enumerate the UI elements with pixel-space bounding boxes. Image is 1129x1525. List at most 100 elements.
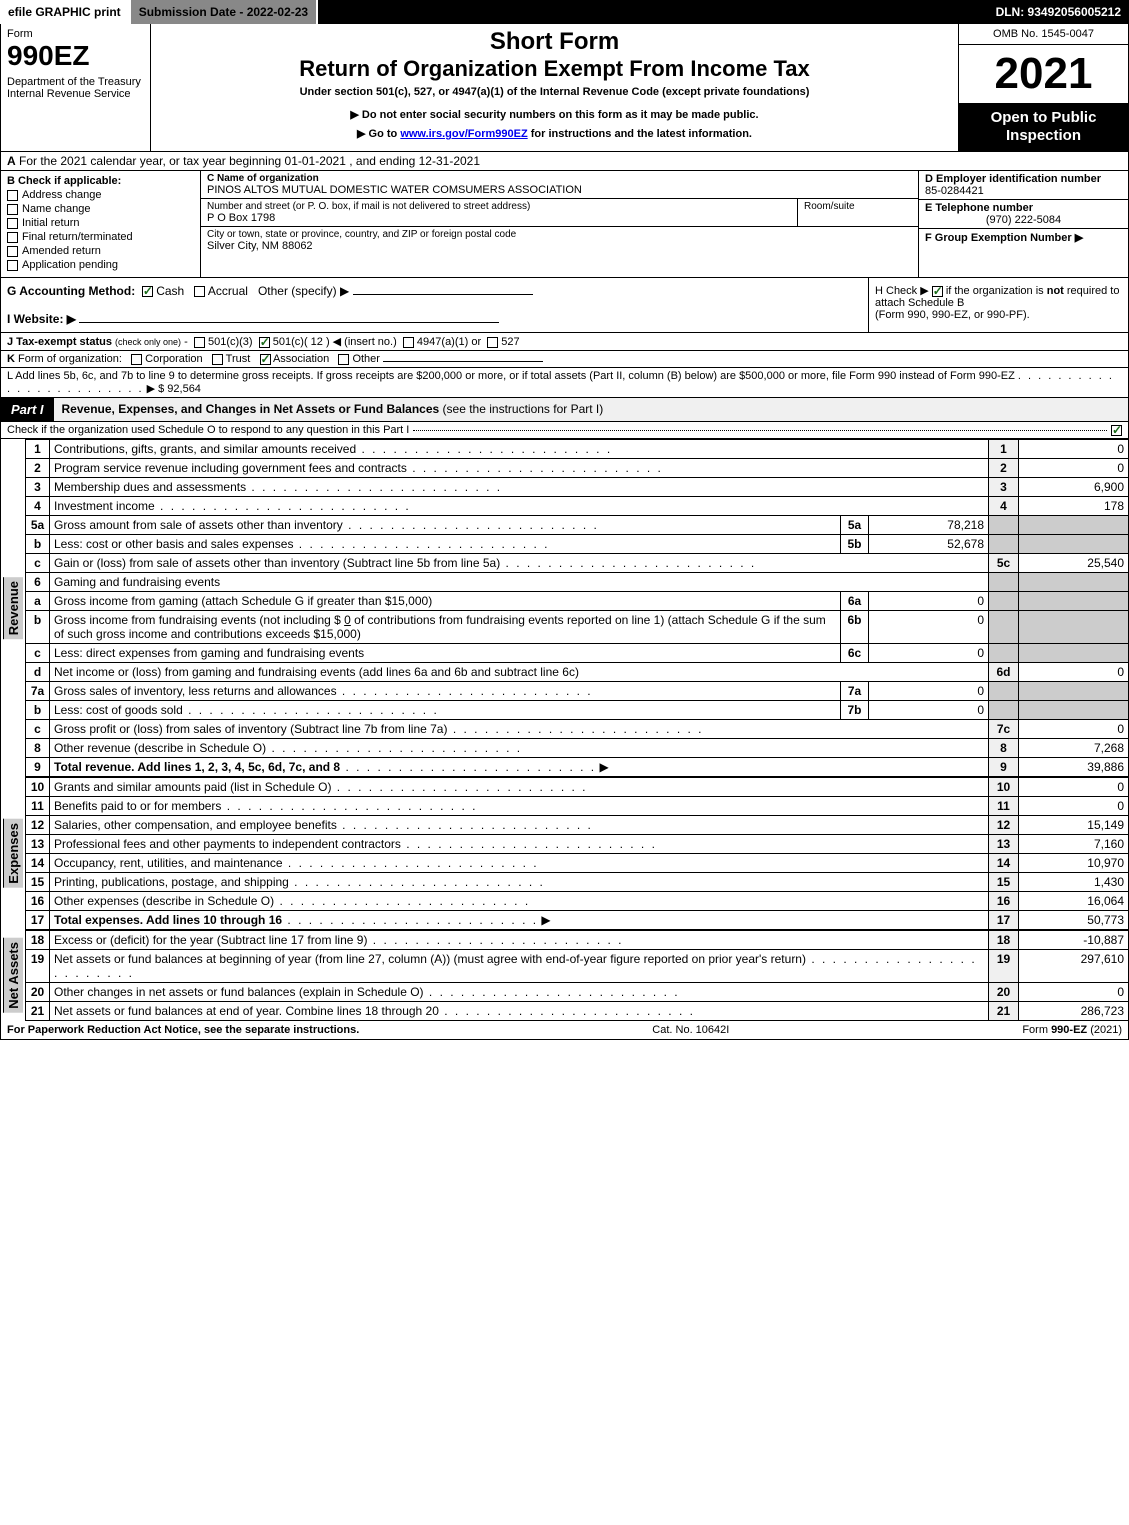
line-6c: cLess: direct expenses from gaming and f… xyxy=(26,644,1129,663)
line-desc: Salaries, other compensation, and employ… xyxy=(54,818,337,832)
chk-label: Final return/terminated xyxy=(22,231,133,243)
dots-icon xyxy=(401,837,657,851)
line-value: 0 xyxy=(1019,663,1129,682)
line-num: 17 xyxy=(26,911,50,930)
part-i-checkbox-icon[interactable] xyxy=(1111,425,1122,436)
chk-address-change[interactable]: Address change xyxy=(7,189,194,201)
line-rlabel: 5c xyxy=(989,554,1019,573)
line-value: 0 xyxy=(1019,778,1129,797)
line-desc: Net assets or fund balances at beginning… xyxy=(54,952,806,966)
chk-initial-return[interactable]: Initial return xyxy=(7,217,194,229)
chk-501c3-icon[interactable] xyxy=(194,337,205,348)
chk-corp-icon[interactable] xyxy=(131,354,142,365)
col-g: G Accounting Method: Cash Accrual Other … xyxy=(1,278,868,332)
ein-block: D Employer identification number 85-0284… xyxy=(919,171,1128,200)
chk-amended-return[interactable]: Amended return xyxy=(7,245,194,257)
dots-icon xyxy=(439,1004,695,1018)
line-num: 7a xyxy=(26,682,50,701)
mid-label: 7a xyxy=(841,682,869,701)
checkbox-icon[interactable] xyxy=(7,232,18,243)
line-desc: Investment income xyxy=(54,499,155,513)
shade-cell xyxy=(1019,611,1129,644)
mid-value: 0 xyxy=(869,682,989,701)
other-specify-input[interactable] xyxy=(353,294,533,295)
chk-application-pending[interactable]: Application pending xyxy=(7,259,194,271)
cash-label: Cash xyxy=(156,284,184,298)
chk-501c-icon[interactable] xyxy=(259,337,270,348)
col-def: D Employer identification number 85-0284… xyxy=(918,171,1128,277)
line-num: 2 xyxy=(26,459,50,478)
dots-icon xyxy=(500,556,756,570)
checkbox-icon[interactable] xyxy=(7,190,18,201)
chk-527-icon[interactable] xyxy=(487,337,498,348)
dots-icon xyxy=(356,442,612,456)
chk-other-icon[interactable] xyxy=(338,354,349,365)
checkbox-h-icon[interactable] xyxy=(932,286,943,297)
dots-icon xyxy=(424,985,680,999)
line-21: 21Net assets or fund balances at end of … xyxy=(26,1002,1129,1021)
accrual-label: Accrual xyxy=(208,284,248,298)
efile-print[interactable]: efile GRAPHIC print xyxy=(0,0,131,24)
dots-icon xyxy=(289,875,545,889)
addr-street: P O Box 1798 xyxy=(207,212,791,224)
line-num: a xyxy=(26,592,50,611)
line-value: 6,900 xyxy=(1019,478,1129,497)
dots-icon xyxy=(447,722,703,736)
footer-right-pre: Form xyxy=(1022,1024,1051,1036)
phone-label: E Telephone number xyxy=(925,202,1122,214)
line-7a: 7a Gross sales of inventory, less returns… xyxy=(26,682,1129,701)
line-14: 14 Occupancy, rent, utilities, and mainte… xyxy=(26,854,1129,873)
line-num: 8 xyxy=(26,739,50,758)
line-rlabel: 21 xyxy=(989,1002,1019,1021)
addr-city-block: City or town, state or province, country… xyxy=(201,227,918,254)
shade-cell xyxy=(989,535,1019,554)
dots-icon xyxy=(221,799,477,813)
shade-cell xyxy=(1019,535,1129,554)
line-12: 12Salaries, other compensation, and empl… xyxy=(26,816,1129,835)
line-num: 21 xyxy=(26,1002,50,1021)
dots-icon xyxy=(274,894,530,908)
chk-name-change[interactable]: Name change xyxy=(7,203,194,215)
chk-4947-icon[interactable] xyxy=(403,337,414,348)
line-num: 14 xyxy=(26,854,50,873)
line-num: 20 xyxy=(26,983,50,1002)
line-rlabel: 20 xyxy=(989,983,1019,1002)
line-desc: Occupancy, rent, utilities, and maintena… xyxy=(54,856,283,870)
chk-final-return[interactable]: Final return/terminated xyxy=(7,231,194,243)
chk-assoc-icon[interactable] xyxy=(260,354,271,365)
footer-right-form: 990-EZ xyxy=(1051,1024,1087,1036)
goto-link[interactable]: www.irs.gov/Form990EZ xyxy=(400,128,527,140)
mid-label: 7b xyxy=(841,701,869,720)
line-desc: Gross sales of inventory, less returns a… xyxy=(54,684,337,698)
checkbox-icon[interactable] xyxy=(7,260,18,271)
line-17: 17Total expenses. Add lines 10 through 1… xyxy=(26,911,1129,930)
line-num: b xyxy=(26,611,50,644)
checkbox-accrual-icon[interactable] xyxy=(194,286,205,297)
line-15: 15Printing, publications, postage, and s… xyxy=(26,873,1129,892)
line-1: 1Contributions, gifts, grants, and simil… xyxy=(26,440,1129,459)
dots-icon xyxy=(282,913,538,927)
line-rlabel: 14 xyxy=(989,854,1019,873)
checkbox-cash-icon[interactable] xyxy=(142,286,153,297)
line-rlabel: 13 xyxy=(989,835,1019,854)
submission-date: Submission Date - 2022-02-23 xyxy=(131,0,318,24)
line-5b: bLess: cost or other basis and sales exp… xyxy=(26,535,1129,554)
line-value: 0 xyxy=(1019,720,1129,739)
row-k: K Form of organization: Corporation Trus… xyxy=(0,351,1129,368)
goto-pre: ▶ Go to xyxy=(357,128,400,140)
line-value: 7,160 xyxy=(1019,835,1129,854)
group-exempt-label: F Group Exemption Number ▶ xyxy=(925,232,1083,244)
header-center: Short Form Return of Organization Exempt… xyxy=(151,24,958,151)
line-13: 13Professional fees and other payments t… xyxy=(26,835,1129,854)
other-org-input[interactable] xyxy=(383,361,543,362)
chk-trust-icon[interactable] xyxy=(212,354,223,365)
checkbox-icon[interactable] xyxy=(7,218,18,229)
line-2: 2Program service revenue including gover… xyxy=(26,459,1129,478)
checkbox-icon[interactable] xyxy=(7,204,18,215)
addr-city-label: City or town, state or province, country… xyxy=(207,229,912,240)
line-desc: Gross amount from sale of assets other t… xyxy=(54,518,343,532)
shade-cell xyxy=(989,611,1019,644)
website-input[interactable] xyxy=(79,322,499,323)
open-to-public: Open to Public Inspection xyxy=(959,103,1128,151)
checkbox-icon[interactable] xyxy=(7,246,18,257)
